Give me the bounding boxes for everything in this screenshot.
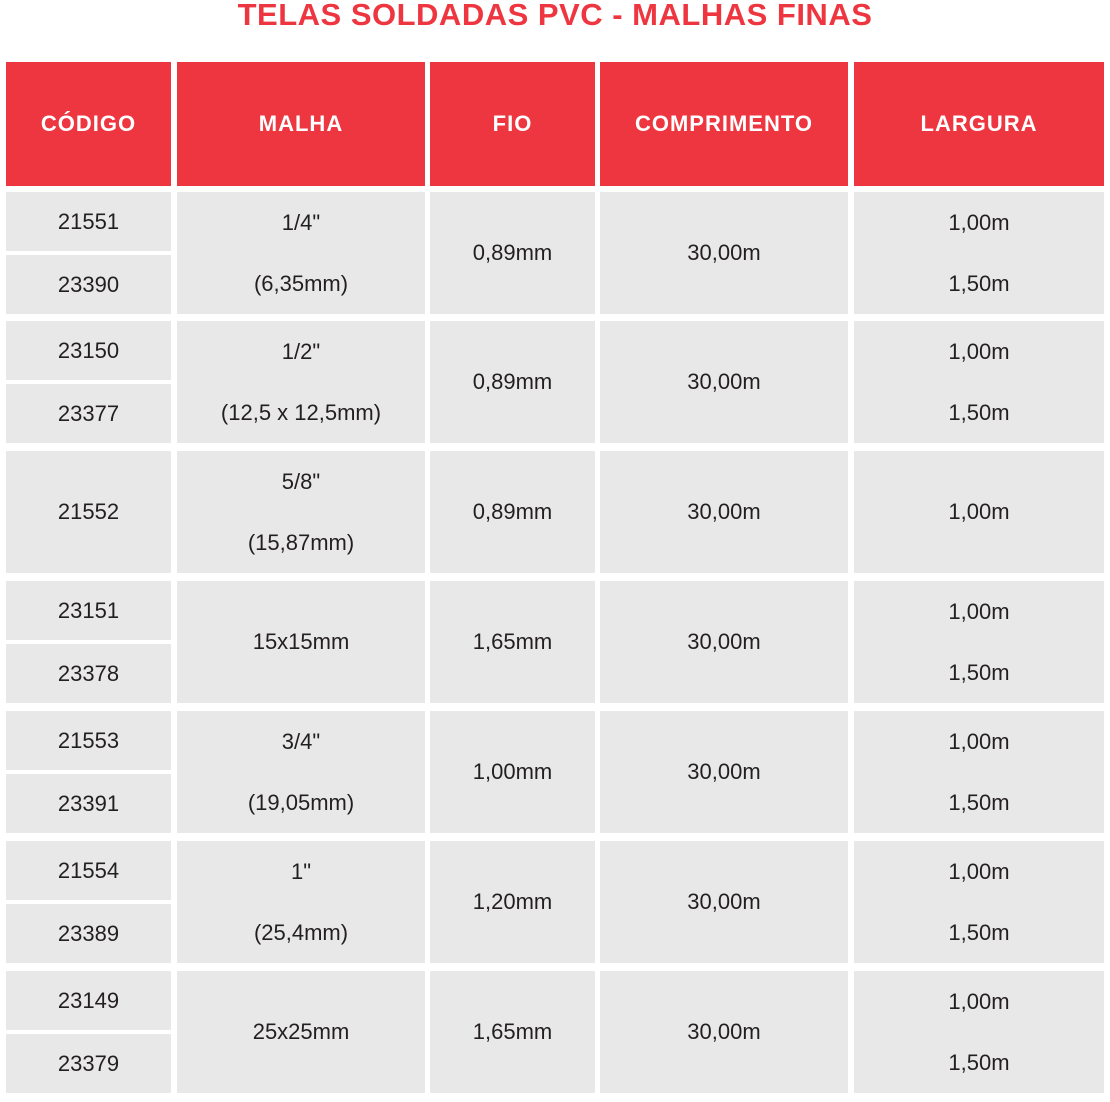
largura-value: 1,00m — [948, 338, 1010, 364]
malha-value: (6,35mm) — [253, 270, 349, 296]
malha-cell: 5/8" (15,87mm) — [177, 451, 425, 573]
largura-cell: 1,00m — [854, 451, 1104, 573]
comprimento-value: 30,00m — [687, 369, 761, 394]
code-value: 21553 — [57, 727, 120, 753]
largura-cell: 1,00m 1,50m — [854, 971, 1104, 1093]
malha-value: (15,87mm) — [247, 529, 355, 555]
code-value: 23391 — [57, 790, 120, 816]
largura-cell: 1,00m 1,50m — [854, 841, 1104, 963]
code-value: 23378 — [57, 660, 120, 686]
malha-value: 15x15mm — [252, 629, 350, 654]
code-value: 23390 — [57, 271, 120, 297]
largura-value: 1,00m — [948, 988, 1010, 1014]
comprimento-cell: 30,00m — [600, 192, 848, 314]
comprimento-value: 30,00m — [687, 889, 761, 914]
code-cell: 23377 — [6, 384, 171, 443]
malha-value: 25x25mm — [252, 1019, 350, 1044]
header-malha: MALHA — [177, 62, 425, 186]
comprimento-cell: 30,00m — [600, 711, 848, 833]
comprimento-cell: 30,00m — [600, 581, 848, 703]
largura-value: 1,00m — [948, 728, 1010, 754]
code-value: 21551 — [57, 208, 120, 234]
largura-cell: 1,00m 1,50m — [854, 192, 1104, 314]
code-value: 21554 — [57, 857, 120, 883]
fio-value: 0,89mm — [472, 369, 553, 394]
code-cell: 23391 — [6, 774, 171, 833]
fio-cell: 1,00mm — [430, 711, 595, 833]
code-value: 23150 — [57, 337, 120, 363]
code-cell: 23149 — [6, 971, 171, 1030]
malha-value: 1/2" — [281, 338, 321, 364]
header-codigo: CÓDIGO — [6, 62, 171, 186]
malha-cell: 3/4" (19,05mm) — [177, 711, 425, 833]
fio-value: 0,89mm — [472, 240, 553, 265]
malha-cell: 25x25mm — [177, 971, 425, 1093]
code-value: 23151 — [57, 597, 120, 623]
page-title: TELAS SOLDADAS PVC - MALHAS FINAS — [237, 0, 873, 32]
code-cell: 23389 — [6, 904, 171, 963]
fio-value: 1,00mm — [472, 759, 553, 784]
comprimento-cell: 30,00m — [600, 841, 848, 963]
largura-cell: 1,00m 1,50m — [854, 711, 1104, 833]
largura-value: 1,50m — [948, 1049, 1010, 1075]
largura-value: 1,00m — [948, 499, 1010, 524]
header-largura: LARGURA — [854, 62, 1104, 186]
malha-cell: 1" (25,4mm) — [177, 841, 425, 963]
code-cell: 21552 — [6, 451, 171, 573]
malha-value: 3/4" — [281, 728, 321, 754]
malha-value: 1/4" — [281, 209, 321, 235]
code-cell: 21553 — [6, 711, 171, 770]
comprimento-value: 30,00m — [687, 499, 761, 524]
comprimento-cell: 30,00m — [600, 451, 848, 573]
malha-cell: 1/2" (12,5 x 12,5mm) — [177, 321, 425, 443]
fio-cell: 0,89mm — [430, 451, 595, 573]
fio-cell: 1,65mm — [430, 581, 595, 703]
code-value: 23377 — [57, 400, 120, 426]
malha-cell: 15x15mm — [177, 581, 425, 703]
comprimento-value: 30,00m — [687, 629, 761, 654]
malha-cell: 1/4" (6,35mm) — [177, 192, 425, 314]
header-comprimento: COMPRIMENTO — [600, 62, 848, 186]
largura-value: 1,00m — [948, 598, 1010, 624]
fio-cell: 1,20mm — [430, 841, 595, 963]
largura-cell: 1,00m 1,50m — [854, 581, 1104, 703]
malha-value: (19,05mm) — [247, 789, 355, 815]
comprimento-value: 30,00m — [687, 759, 761, 784]
largura-cell: 1,00m 1,50m — [854, 321, 1104, 443]
largura-value: 1,50m — [948, 270, 1010, 296]
largura-value: 1,50m — [948, 659, 1010, 685]
code-value: 23379 — [57, 1050, 120, 1076]
comprimento-value: 30,00m — [687, 240, 761, 265]
fio-cell: 0,89mm — [430, 192, 595, 314]
code-cell: 23378 — [6, 644, 171, 703]
largura-value: 1,00m — [948, 209, 1010, 235]
code-cell: 23150 — [6, 321, 171, 380]
code-value: 23149 — [57, 987, 120, 1013]
code-cell: 23379 — [6, 1034, 171, 1093]
header-fio: FIO — [430, 62, 595, 186]
code-value: 21552 — [57, 499, 120, 524]
fio-value: 1,65mm — [472, 629, 553, 654]
code-value: 23389 — [57, 920, 120, 946]
malha-value: (25,4mm) — [253, 919, 349, 945]
code-cell: 23151 — [6, 581, 171, 640]
comprimento-value: 30,00m — [687, 1019, 761, 1044]
fio-value: 0,89mm — [472, 499, 553, 524]
largura-value: 1,50m — [948, 789, 1010, 815]
largura-value: 1,50m — [948, 399, 1010, 425]
malha-value: 1" — [290, 858, 312, 884]
malha-value: 5/8" — [281, 468, 321, 494]
malha-value: (12,5 x 12,5mm) — [220, 399, 382, 425]
code-cell: 21551 — [6, 192, 171, 251]
comprimento-cell: 30,00m — [600, 321, 848, 443]
code-cell: 23390 — [6, 255, 171, 314]
fio-cell: 0,89mm — [430, 321, 595, 443]
code-cell: 21554 — [6, 841, 171, 900]
comprimento-cell: 30,00m — [600, 971, 848, 1093]
largura-value: 1,50m — [948, 919, 1010, 945]
fio-value: 1,65mm — [472, 1019, 553, 1044]
fio-cell: 1,65mm — [430, 971, 595, 1093]
fio-value: 1,20mm — [472, 889, 553, 914]
largura-value: 1,00m — [948, 858, 1010, 884]
